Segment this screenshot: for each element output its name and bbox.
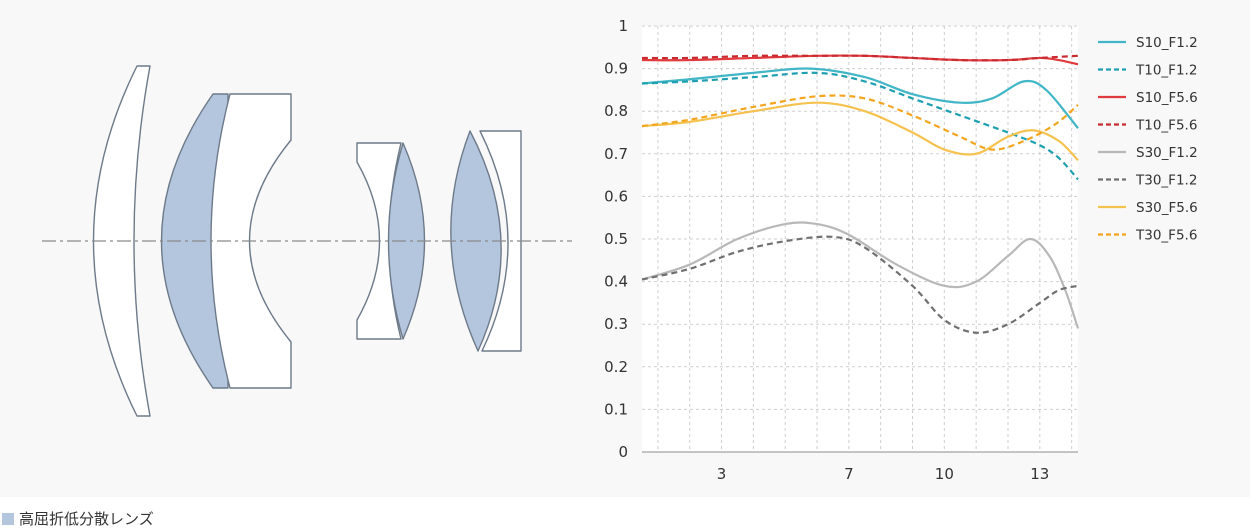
series-line-t10-f1-2 <box>641 71 1079 181</box>
special-glass-legend: 高屈折低分散レンズ <box>2 508 154 529</box>
series-line-s30-f1-2 <box>641 221 1080 329</box>
lens-element-5-special-glass <box>387 142 426 340</box>
y-tick-label: 0.9 <box>604 60 628 78</box>
lens-diagram <box>42 65 572 417</box>
x-tick-label: 13 <box>1030 465 1049 483</box>
x-tick-label: 3 <box>717 465 727 483</box>
series-line-t30-f1-2 <box>641 235 1079 334</box>
legend-label-4: T10_F5.6 <box>1135 118 1197 134</box>
y-tick-label: 0.6 <box>604 187 628 205</box>
legend-label-6: T30_F1.2 <box>1135 173 1197 189</box>
y-tick-label: 1 <box>618 17 628 35</box>
lens-element-3 <box>210 93 292 389</box>
series-line-t10-f5-6 <box>641 54 1079 62</box>
legend-label-1: S10_F1.2 <box>1136 35 1198 51</box>
legend-label-5: S30_F1.2 <box>1136 145 1198 161</box>
chart-ticks: 00.10.20.30.40.50.60.70.80.913 7 10 13 <box>604 17 1049 483</box>
x-tick-label: 7 <box>844 465 854 483</box>
chart-series <box>641 54 1080 334</box>
lens-element-7 <box>479 130 522 352</box>
y-tick-label: 0.1 <box>604 400 628 418</box>
special-glass-label: 高屈折低分散レンズ <box>19 510 154 528</box>
figure-panel: 0 0.1 0.2 0.3 0.4 0.5 0.6 0.7 0.8 0.9 1 3 7 10 13 S10_… <box>42 17 1198 483</box>
series-line-t30-f5-6 <box>641 94 1079 151</box>
legend-label-3: S10_F5.6 <box>1136 90 1198 106</box>
chart-legend: S10_F1.2 T10_F1.2 S10_F5.6 T10_F5.6 S30_F1.2… <box>1098 35 1198 244</box>
legend-label-2: T10_F1.2 <box>1135 63 1197 79</box>
legend-label-8: T30_F5.6 <box>1135 228 1197 244</box>
lens-group <box>92 65 522 417</box>
series-line-s30-f5-6 <box>641 101 1079 161</box>
legend-label-7: S30_F5.6 <box>1136 200 1198 216</box>
y-tick-label: 0.4 <box>604 273 628 291</box>
chart-grid <box>642 25 1078 453</box>
y-tick-label: 0.5 <box>604 230 628 248</box>
mtf-chart: 00.10.20.30.40.50.60.70.80.913 7 10 13 S10_… <box>604 17 1198 483</box>
y-tick-label: 0.3 <box>604 315 628 333</box>
y-tick-label: 0.7 <box>604 145 628 163</box>
y-tick-label: 0.8 <box>604 102 628 120</box>
series-line-s10-f1-2 <box>641 67 1079 129</box>
special-glass-swatch <box>2 512 14 525</box>
y-tick-label: 0 <box>618 443 628 461</box>
y-tick-label: 0.2 <box>604 358 628 376</box>
x-tick-label: 10 <box>935 465 954 483</box>
